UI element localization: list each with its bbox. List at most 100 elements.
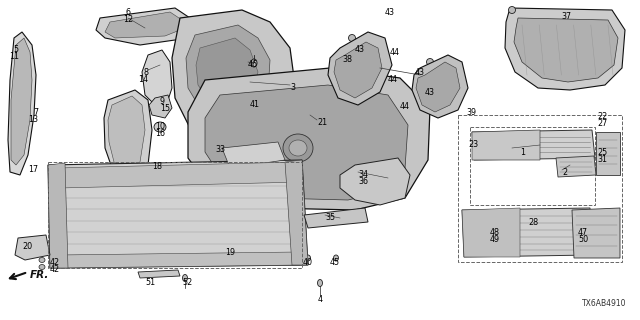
Text: 28: 28: [528, 218, 538, 227]
Polygon shape: [304, 208, 368, 228]
Text: 22: 22: [597, 112, 607, 121]
Text: 10: 10: [155, 122, 165, 131]
Polygon shape: [11, 38, 32, 165]
Polygon shape: [596, 132, 620, 175]
Text: 21: 21: [317, 118, 327, 127]
Polygon shape: [472, 130, 595, 160]
Text: 8: 8: [143, 68, 148, 77]
Polygon shape: [505, 8, 625, 90]
Polygon shape: [48, 163, 68, 268]
Polygon shape: [462, 208, 592, 257]
Polygon shape: [142, 50, 172, 105]
Ellipse shape: [509, 6, 515, 13]
Text: 47: 47: [578, 228, 588, 237]
Polygon shape: [48, 160, 308, 268]
Text: 9: 9: [160, 97, 165, 106]
Polygon shape: [462, 208, 520, 257]
Polygon shape: [514, 18, 618, 82]
Polygon shape: [334, 42, 382, 98]
Polygon shape: [104, 90, 152, 175]
Text: 5: 5: [14, 45, 19, 54]
Text: 46: 46: [248, 60, 258, 69]
Text: 43: 43: [425, 88, 435, 97]
Text: 43: 43: [415, 68, 425, 77]
Ellipse shape: [426, 59, 433, 66]
Text: 18: 18: [152, 162, 162, 171]
Text: 44: 44: [388, 75, 398, 84]
Bar: [48, 162, 302, 268]
Polygon shape: [196, 38, 258, 108]
Polygon shape: [188, 68, 430, 210]
Ellipse shape: [154, 122, 166, 132]
Text: 14: 14: [138, 75, 148, 84]
Polygon shape: [15, 235, 50, 260]
Text: 36: 36: [358, 177, 368, 186]
Polygon shape: [340, 158, 410, 205]
Ellipse shape: [289, 140, 307, 156]
Ellipse shape: [251, 59, 257, 67]
Text: 31: 31: [597, 155, 607, 164]
Polygon shape: [222, 142, 285, 168]
Polygon shape: [58, 252, 300, 268]
Polygon shape: [58, 162, 302, 188]
Text: 19: 19: [225, 248, 235, 257]
Ellipse shape: [182, 275, 188, 282]
Text: 37: 37: [561, 12, 571, 21]
Polygon shape: [472, 130, 540, 160]
Text: 50: 50: [578, 235, 588, 244]
Polygon shape: [8, 32, 36, 175]
Text: 41: 41: [250, 100, 260, 109]
Text: 52: 52: [182, 278, 192, 287]
Polygon shape: [105, 12, 182, 38]
Text: 17: 17: [28, 165, 38, 174]
Text: TX6AB4910: TX6AB4910: [582, 299, 626, 308]
Bar: [470, 127, 595, 205]
Ellipse shape: [305, 255, 310, 261]
Text: 6: 6: [125, 8, 131, 17]
Polygon shape: [416, 62, 460, 112]
Text: 43: 43: [355, 45, 365, 54]
Text: 15: 15: [160, 104, 170, 113]
Polygon shape: [172, 10, 295, 142]
Ellipse shape: [442, 84, 449, 92]
Text: 1: 1: [520, 148, 525, 157]
Ellipse shape: [342, 78, 349, 85]
Ellipse shape: [39, 258, 45, 262]
Text: 25: 25: [597, 148, 607, 157]
Polygon shape: [138, 270, 180, 278]
Polygon shape: [96, 8, 195, 45]
Text: 35: 35: [325, 213, 335, 222]
Ellipse shape: [26, 245, 38, 255]
Text: 12: 12: [123, 15, 133, 24]
Text: 33: 33: [215, 145, 225, 154]
Ellipse shape: [333, 255, 339, 261]
Text: 27: 27: [597, 119, 607, 128]
Bar: [458, 115, 622, 262]
Text: 2: 2: [562, 168, 567, 177]
Polygon shape: [328, 32, 392, 105]
Ellipse shape: [424, 94, 431, 101]
Ellipse shape: [349, 35, 355, 42]
Text: 11: 11: [9, 52, 19, 61]
Polygon shape: [556, 156, 596, 177]
Ellipse shape: [283, 134, 313, 162]
Text: 44: 44: [390, 48, 400, 57]
Text: 3: 3: [290, 83, 295, 92]
Text: 51: 51: [145, 278, 155, 287]
Text: 34: 34: [358, 170, 368, 179]
Polygon shape: [250, 94, 276, 112]
Polygon shape: [412, 55, 468, 118]
Text: 38: 38: [342, 55, 352, 64]
Text: 45: 45: [330, 258, 340, 267]
Ellipse shape: [39, 265, 45, 269]
Text: 7: 7: [33, 108, 38, 117]
Polygon shape: [572, 208, 620, 258]
Text: 42: 42: [50, 265, 60, 274]
Polygon shape: [205, 85, 408, 200]
Text: 40: 40: [303, 258, 313, 267]
Polygon shape: [186, 25, 270, 118]
Polygon shape: [285, 160, 308, 265]
Text: 13: 13: [28, 115, 38, 124]
Text: 4: 4: [317, 295, 323, 304]
Polygon shape: [108, 96, 145, 170]
